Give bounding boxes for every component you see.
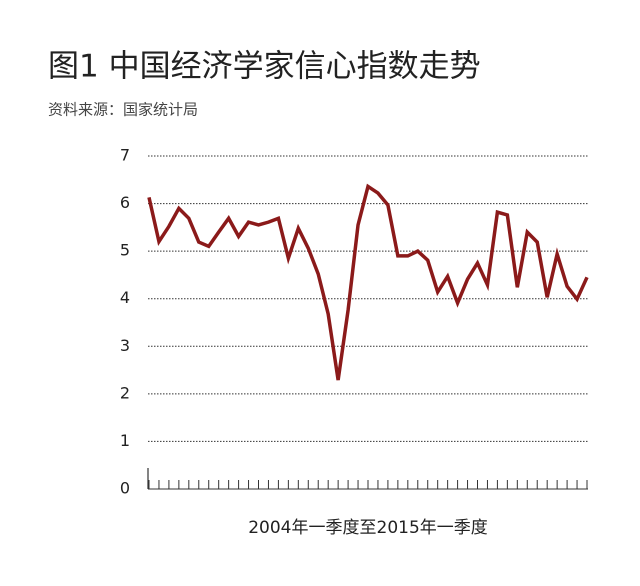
y-tick-label: 0: [120, 479, 130, 498]
y-tick-label: 5: [120, 241, 130, 260]
y-tick-label: 1: [120, 431, 130, 450]
y-tick-label: 4: [120, 288, 130, 307]
chart-title: 图1 中国经济学家信心指数走势: [48, 49, 481, 85]
chart-subtitle: 资料来源：国家统计局: [48, 101, 198, 119]
y-tick-label: 7: [120, 146, 130, 165]
x-axis-label: 2004年一季度至2015年一季度: [248, 518, 488, 538]
y-tick-label: 3: [120, 336, 130, 355]
data-line: [147, 183, 589, 381]
y-tick-label: 6: [120, 193, 130, 212]
y-tick-label: 2: [120, 383, 130, 402]
